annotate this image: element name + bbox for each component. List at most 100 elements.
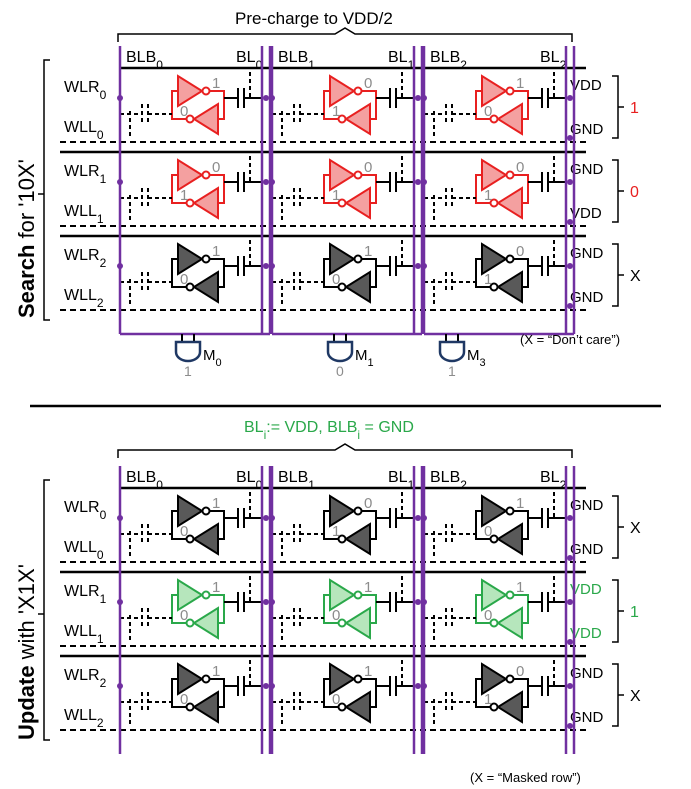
access-transistor-left — [424, 608, 476, 628]
precharge-label: Pre-charge to VDD/2 — [235, 9, 393, 28]
node-value: 0 — [332, 271, 340, 288]
search-side-label: Search for '10X' — [14, 159, 39, 318]
inverter-up — [329, 494, 356, 528]
access-transistor-right — [528, 676, 566, 696]
update-note: (X = “Masked row”) — [470, 770, 581, 785]
inverter-bubble — [201, 170, 211, 180]
bitline-label-bl: BL2 — [540, 49, 567, 72]
node-value: 1 — [212, 663, 220, 680]
cross-wire — [171, 90, 187, 120]
node-value: 1 — [212, 579, 220, 596]
inverter-up — [481, 494, 508, 528]
inverter-bubble — [353, 254, 363, 264]
inverter-down — [496, 186, 523, 220]
wlr-label: WLR2 — [64, 247, 107, 270]
cross-wire — [361, 678, 377, 708]
cross-wire — [323, 174, 339, 204]
bitline-label-blb: BLB0 — [126, 469, 163, 492]
access-transistor-left — [272, 608, 324, 628]
access-transistor-right — [376, 676, 414, 696]
wll-label: WLL1 — [64, 623, 104, 646]
inverter-up — [177, 662, 204, 696]
row-brace — [612, 495, 624, 559]
rail-label-bottom: GND — [570, 121, 604, 138]
inverter-down — [496, 522, 523, 556]
cross-wire — [171, 678, 187, 708]
node-value: 0 — [364, 495, 372, 512]
access-transistor-left — [120, 524, 172, 544]
inverter-down — [192, 102, 219, 136]
row-brace-value: X — [630, 268, 641, 285]
access-transistor-right — [376, 256, 414, 276]
inverter-up — [177, 494, 204, 528]
bitline-node — [567, 515, 573, 521]
cross-wire — [323, 258, 339, 288]
access-transistor-right — [376, 592, 414, 612]
inverter-bubble — [201, 674, 211, 684]
inverter-up — [481, 662, 508, 696]
row-brace-value: X — [630, 520, 641, 537]
inverter-up — [481, 242, 508, 276]
rail-label-top: GND — [570, 497, 604, 514]
node-value: 0 — [364, 159, 372, 176]
node-value: 0 — [212, 159, 220, 176]
bitline-node — [263, 179, 269, 185]
bitline-node — [415, 683, 421, 689]
bitline-node — [415, 263, 421, 269]
bitline-label-bl: BL1 — [388, 49, 415, 72]
inverter-bubble — [201, 590, 211, 600]
inverter-down — [192, 270, 219, 304]
wll-label: WLL2 — [64, 287, 104, 310]
node-value: 0 — [332, 607, 340, 624]
inverter-bubble — [353, 170, 363, 180]
inverter-bubble — [353, 506, 363, 516]
inverter-down — [344, 606, 371, 640]
node-value: 0 — [180, 691, 188, 708]
match-and-gate — [174, 340, 202, 363]
match-label: M3 — [467, 347, 486, 369]
node-value: 1 — [516, 495, 524, 512]
node-value: 1 — [180, 187, 188, 204]
node-value: 1 — [332, 523, 340, 540]
inverter-bubble — [505, 506, 515, 516]
bitline-node — [567, 599, 573, 605]
node-value: 1 — [332, 187, 340, 204]
wlr-label: WLR0 — [64, 79, 107, 102]
inverter-bubble — [505, 254, 515, 264]
cross-wire — [209, 678, 225, 708]
row-brace-value: 1 — [630, 604, 639, 621]
match-value: 1 — [184, 363, 192, 379]
access-transistor-right — [528, 88, 566, 108]
row-0: WLR0 WLL0 1 0 0 1 1 0 GND GND X — [60, 492, 641, 563]
rail-label-bottom: GND — [570, 541, 604, 558]
cross-wire — [209, 90, 225, 120]
rail-label-top: VDD — [570, 77, 602, 94]
bitline-label-blb: BLB2 — [430, 469, 467, 492]
cross-wire — [513, 510, 529, 540]
bitline-label-bl: BL2 — [540, 469, 567, 492]
node-value: 0 — [364, 75, 372, 92]
row-brace — [612, 75, 624, 139]
cross-wire — [513, 174, 529, 204]
access-transistor-left — [272, 524, 324, 544]
cross-wire — [513, 594, 529, 624]
bitline-label-bl: BL0 — [236, 49, 263, 72]
inverter-bubble — [201, 506, 211, 516]
access-transistor-left — [424, 692, 476, 712]
bitline-label-blb: BLB1 — [278, 469, 315, 492]
node-value: 0 — [516, 663, 524, 680]
cross-wire — [475, 174, 491, 204]
cross-wire — [323, 90, 339, 120]
node-value: 1 — [212, 75, 220, 92]
inverter-bubble — [201, 254, 211, 264]
bitline-node — [567, 263, 573, 269]
access-transistor-left — [424, 272, 476, 292]
rail-label-top: GND — [570, 245, 604, 262]
search-note: (X = “Don’t care”) — [520, 332, 620, 347]
node-value: 0 — [516, 159, 524, 176]
access-transistor-right — [224, 256, 262, 276]
bitline-node — [415, 515, 421, 521]
node-value: 0 — [180, 271, 188, 288]
bitline-label-blb: BLB2 — [430, 49, 467, 72]
access-transistor-right — [224, 508, 262, 528]
